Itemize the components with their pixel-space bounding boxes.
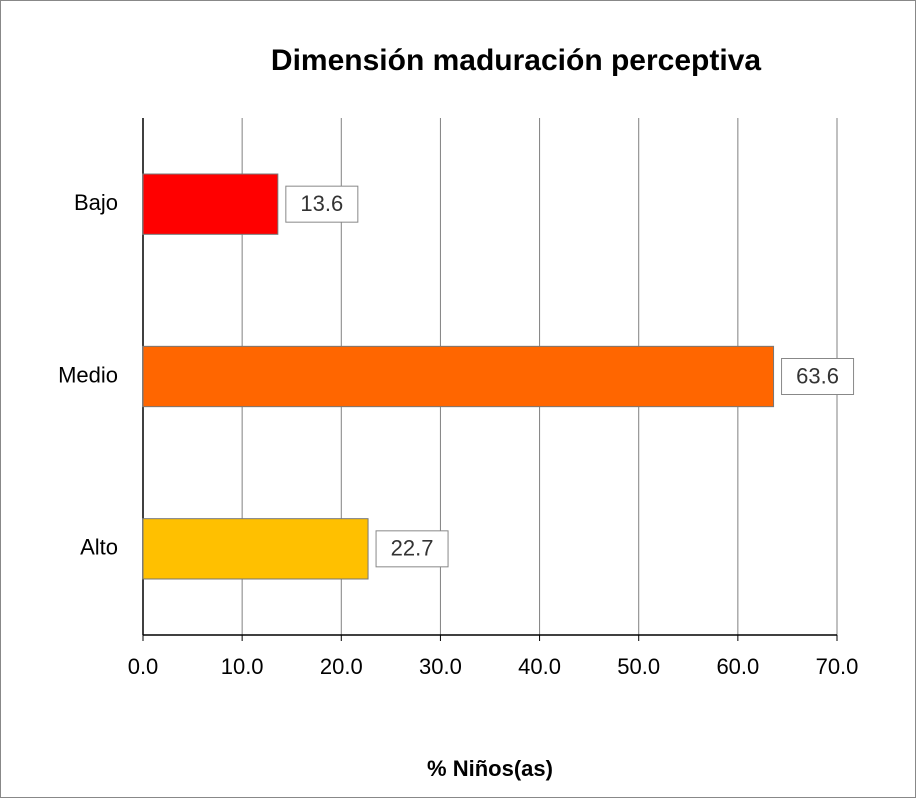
data-label-box	[781, 358, 855, 395]
data-label: 22.7	[391, 536, 434, 561]
x-tick-label: 50.0	[617, 654, 660, 679]
bar	[142, 518, 369, 580]
x-tick-label: 70.0	[816, 654, 859, 679]
y-tick-label: Medio	[58, 362, 118, 387]
x-tick-label: 20.0	[320, 654, 363, 679]
x-tick-label: 40.0	[518, 654, 561, 679]
bar	[142, 345, 775, 408]
data-label-box	[375, 530, 449, 568]
y-tick-label: Alto	[80, 535, 118, 560]
x-axis-label: % Niños(as)	[427, 756, 553, 781]
data-label: 13.6	[300, 191, 343, 216]
bar	[142, 173, 279, 235]
chart-title: Dimensión maduración perceptiva	[271, 44, 761, 77]
x-tick-label: 10.0	[221, 654, 264, 679]
data-label-box	[285, 185, 359, 223]
data-label: 63.6	[796, 363, 839, 388]
x-tick-label: 0.0	[128, 654, 159, 679]
x-tick-label: 30.0	[419, 654, 462, 679]
x-tick-label: 60.0	[716, 654, 759, 679]
y-tick-label: Bajo	[74, 190, 118, 215]
